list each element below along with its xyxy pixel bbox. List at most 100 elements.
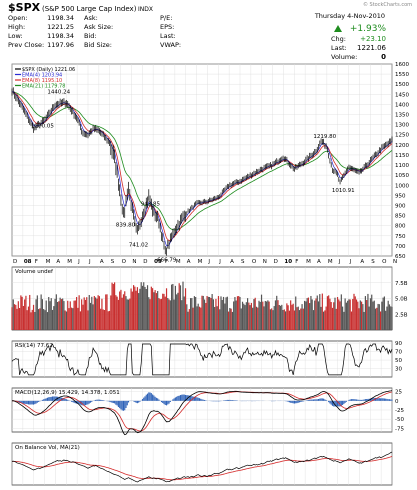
- x-tick-label: N: [393, 259, 397, 265]
- x-tick-label: N: [263, 259, 267, 265]
- price-annotation: 943.85: [141, 202, 161, 208]
- y-tick-label: -50: [395, 417, 404, 423]
- price-annotation: 666.79: [157, 258, 177, 264]
- x-tick-label: A: [56, 259, 60, 265]
- y-tick-label: 0: [395, 399, 399, 405]
- x-tick-label: D: [143, 259, 147, 265]
- x-tick-label: A: [230, 259, 234, 265]
- quote-label: Ask Size:: [84, 23, 113, 31]
- y-tick-label: 30: [395, 367, 402, 373]
- quote-label: Bid:: [84, 32, 97, 40]
- x-tick-label: A: [187, 259, 191, 265]
- macd-panel: -75 -50 -25 0 25 MACD(12,26,9) 15.429, 14.378…: [11, 387, 404, 436]
- x-tick-label: A: [100, 259, 104, 265]
- legend-entry: EMA(21) 1179.78: [22, 84, 65, 90]
- y-tick-label: 1000: [395, 183, 409, 189]
- x-axis-labels: D 08 F M A M J J A S O N D 09 F M A M J J A S O N D 10 F M A M J J A S O N: [13, 259, 397, 265]
- volume-label: Volume:: [331, 53, 357, 61]
- price-annotation: 741.02: [129, 243, 148, 249]
- obv-line: [11, 451, 393, 483]
- y-tick-label: 90: [395, 341, 402, 347]
- obv-panel: On Balance Vol, MA(21): [11, 442, 393, 486]
- y-tick-label: 650: [395, 254, 406, 260]
- quote-label: Open:: [8, 14, 28, 22]
- price-annotation: 1440.24: [47, 89, 70, 95]
- watermark: © StockCharts.com: [363, 1, 412, 8]
- x-tick-label: S: [371, 259, 375, 265]
- x-tick-label: O: [252, 259, 257, 265]
- quote-label: EPS:: [160, 23, 174, 31]
- quote-label: Last:: [160, 32, 176, 40]
- y-tick-label: 850: [395, 214, 406, 220]
- x-tick-label: M: [46, 259, 51, 265]
- rsi-line: [11, 343, 393, 376]
- y-tick-label: 1600: [395, 62, 409, 68]
- y-tick-label: 1500: [395, 82, 409, 88]
- y-tick-label: 2.5B: [395, 312, 408, 318]
- x-tick-label: J: [77, 259, 80, 265]
- quote-value: 1198.34: [47, 14, 74, 22]
- x-tick-label: J: [207, 259, 210, 265]
- y-tick-label: 50: [395, 358, 402, 364]
- quote-label: Low:: [8, 32, 23, 40]
- up-arrow-icon: [334, 25, 342, 32]
- price-annotation: 839.80: [116, 223, 136, 229]
- legend-entry: EMA(4) 1203.94: [22, 73, 62, 79]
- chart-panels: 6507007508008509009501000105011001150120…: [11, 62, 409, 486]
- volume-legend: Volume undef: [15, 269, 54, 275]
- quote-label: Bid Size:: [84, 41, 112, 49]
- price-annotation: 1219.80: [313, 134, 336, 140]
- symbol-name: (S&P 500 Large Cap Index): [42, 5, 137, 13]
- y-tick-label: 950: [395, 193, 406, 199]
- y-tick-label: 900: [395, 203, 406, 209]
- obv-legend: On Balance Vol, MA(21): [15, 445, 80, 451]
- x-tick-label: D: [13, 259, 17, 265]
- x-tick-label: F: [165, 259, 168, 265]
- quote-label: VWAP:: [160, 41, 181, 49]
- y-tick-label: 5.0B: [395, 297, 408, 303]
- symbol-label: $SPX: [8, 1, 41, 14]
- y-tick-label: 750: [395, 234, 406, 240]
- y-tick-label: 700: [395, 244, 406, 250]
- y-tick-label: -75: [395, 426, 404, 432]
- y-tick-label: 1100: [395, 163, 409, 169]
- panel-frame: [11, 63, 393, 257]
- x-tick-label: J: [338, 259, 341, 265]
- x-tick-label: N: [132, 259, 136, 265]
- chart-header: $SPX (S&P 500 Large Cap Index) INDX © St…: [8, 1, 412, 61]
- quote-value: 1197.96: [47, 41, 74, 49]
- y-tick-label: 70: [395, 350, 402, 356]
- macd-legend: MACD(12,26,9) 15.429, 14.378, 1.051: [15, 390, 120, 396]
- pct-change: +1.93%: [350, 24, 387, 34]
- y-tick-label: -25: [395, 408, 404, 414]
- quote-table: Open: 1198.34 Ask: P/E: High: 1221.25 Ask Size…: [8, 14, 181, 49]
- x-tick-label: S: [241, 259, 245, 265]
- y-tick-label: 1300: [395, 123, 409, 129]
- x-tick-label: S: [111, 259, 115, 265]
- price-panel: 650 700 750 800 850 900 950 1000 1050 1100 1150 120…: [11, 62, 409, 264]
- y-tick-label: 800: [395, 224, 406, 230]
- quote-label: High:: [8, 23, 25, 31]
- x-tick-label: J: [218, 259, 221, 265]
- panel-frame: [11, 442, 393, 486]
- x-tick-label: M: [306, 259, 311, 265]
- x-tick-label: 10: [284, 259, 292, 265]
- quote-label: Ask:: [84, 14, 98, 22]
- macd-signal-line: [12, 391, 393, 432]
- quote-label: Prev Close:: [8, 41, 44, 49]
- x-tick-label: M: [328, 259, 333, 265]
- y-tick-label: 7.5B: [395, 281, 408, 287]
- y-tick-label: 1550: [395, 72, 409, 78]
- quote-value: 1198.34: [47, 32, 74, 40]
- legend-entry: $SPX (Daily) 1221.06: [22, 67, 75, 73]
- chg-label: Chg:: [331, 35, 346, 43]
- x-tick-label: A: [360, 259, 364, 265]
- y-tick-label: 1400: [395, 102, 409, 108]
- quote-value: 1221.25: [47, 23, 74, 31]
- x-tick-label: M: [198, 259, 203, 265]
- quote-label: P/E:: [160, 14, 172, 22]
- y-tick-label: 25: [395, 390, 402, 396]
- y-tick-label: 1250: [395, 133, 409, 139]
- x-tick-label: J: [349, 259, 352, 265]
